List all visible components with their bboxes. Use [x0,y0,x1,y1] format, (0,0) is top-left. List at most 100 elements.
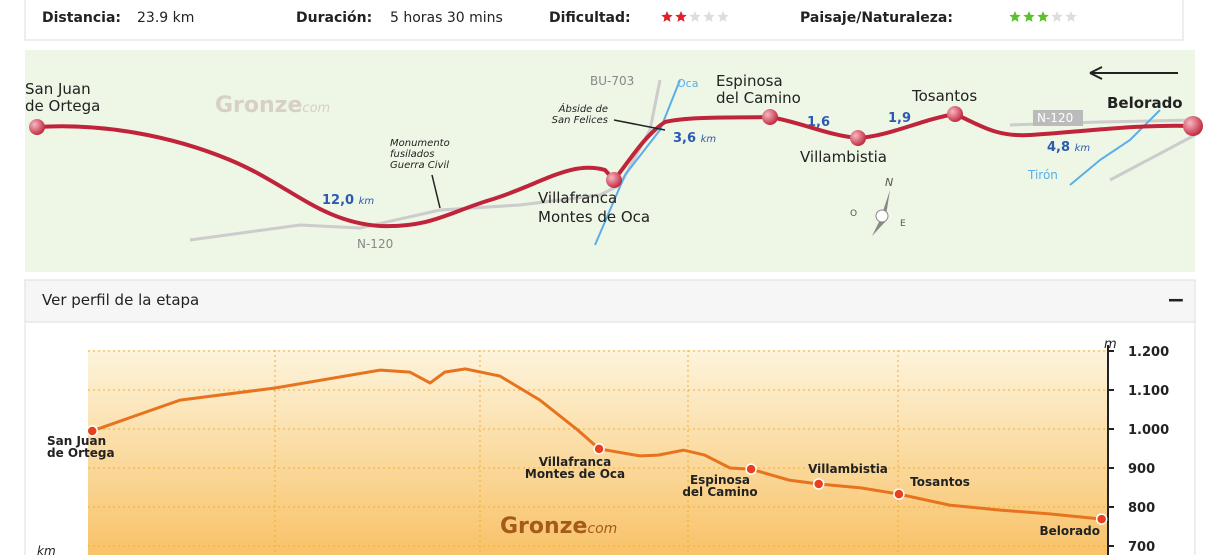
stop [850,130,866,146]
road-label: N-120 [1037,111,1073,125]
map-labels: San Juan de Ortega Espinosa del Camino Tos… [25,72,1183,251]
profile-chart: 700 800 900 1.000 1.100 1.200 m km Gronzecom San … [37,337,1169,558]
panel-title: Ver perfil de la etapa [42,291,199,309]
line: Montes de Oca [538,208,650,226]
river-label: Tirón [1027,168,1058,182]
compass-e: E [900,219,906,229]
star [703,11,715,22]
label: Dificultad: [549,10,631,26]
road-label: BU-703 [590,74,634,88]
route-stops [29,106,1203,188]
place: Belorado [1107,94,1183,112]
y-tick-label: 800 [1128,501,1155,516]
waypoint [1095,513,1108,525]
place: Espinosa del Camino [716,72,801,107]
place: Villafranca Montes de Oca [538,189,650,226]
line: Villambistia [808,462,888,476]
v-grid [274,350,899,555]
y-tick-label: 1.000 [1128,423,1169,438]
brand-name: Gronze [500,514,587,539]
place: San Juan de Ortega [25,80,100,115]
waypoint-label: Villafranca Montes de Oca [525,455,625,481]
route [36,111,1194,229]
line: Belorado [1040,524,1101,538]
map-lines [36,66,1196,246]
summary: Distancia: 23.9 km Duración: 5 horas 30 … [42,10,953,26]
stop [1183,116,1203,136]
stop [762,109,778,125]
road-label: N-120 [357,237,393,251]
waypoint [86,425,98,437]
line: de Ortega [25,97,100,115]
star [1065,11,1077,22]
waypoint-label: Belorado [1040,524,1101,538]
label: Distancia: [42,10,121,26]
waypoint-label: San Juan de Ortega [47,434,115,460]
distance: 1,6 [807,115,830,130]
y-tick-label: 700 [1128,540,1155,555]
compass-w: O [850,209,857,219]
star [1009,11,1021,22]
line: del Camino [716,89,801,107]
brand-suffix: com [587,521,617,537]
profile-line [91,367,1102,521]
river [594,79,681,246]
waypoint [812,478,825,490]
line: Espinosa [716,72,783,90]
stop [29,119,45,135]
line: Tosantos [910,475,970,489]
line: del Camino [682,485,757,499]
distance: 3,6 km [673,131,716,146]
waypoint-label: Villambistia [808,462,888,476]
place: Tosantos [911,87,977,105]
line: de Ortega [47,446,115,460]
road [189,183,621,242]
collapse-toggle[interactable]: − [1167,288,1185,313]
y-tick-label: 1.100 [1128,384,1169,399]
line: San Juan [25,80,91,98]
brand: Gronzecom [500,514,617,539]
star [675,11,687,22]
line: Tosantos [911,87,977,105]
star [1037,11,1049,22]
line: Villambistia [800,148,887,166]
star [661,11,673,22]
waypoint [593,443,605,455]
star [717,11,729,22]
label: Paisaje/Naturaleza: [800,10,953,26]
value: 23.9 km [137,10,194,26]
waypoint [893,488,905,500]
line: San Juan [47,434,106,448]
compass-n: N [885,176,893,189]
line: Montes de Oca [525,467,625,481]
place: Villambistia [800,148,887,166]
line: Villafranca [538,189,617,207]
value: 5 horas 30 mins [390,10,503,26]
note: Ábside de San Felices [552,102,608,126]
label: Duración: [296,10,372,26]
x-axis-label: km [37,544,56,555]
y-tick-label: 1.200 [1128,345,1169,360]
road [618,79,662,186]
waypoint-label: Tosantos [910,475,970,489]
note: Monumento fusilados Guerra Civil [390,138,450,171]
star [1051,11,1063,22]
direction-arrow [1089,66,1178,80]
compass-center [875,209,889,223]
waypoint-label: Espinosa del Camino [682,473,757,499]
line: Espinosa [690,473,750,487]
panel-header[interactable] [24,279,1196,323]
stop [606,172,622,188]
star [689,11,701,22]
y-tick-label: 900 [1128,462,1155,477]
road-badge [1033,110,1083,126]
summary-bar [24,0,1184,41]
y-axis-label: m [1104,337,1117,352]
brand: Gronzecom [215,93,330,118]
pointer [431,119,666,209]
star [1023,11,1035,22]
river-label: Oca [677,77,698,90]
distance: 4,8 km [1047,140,1090,155]
